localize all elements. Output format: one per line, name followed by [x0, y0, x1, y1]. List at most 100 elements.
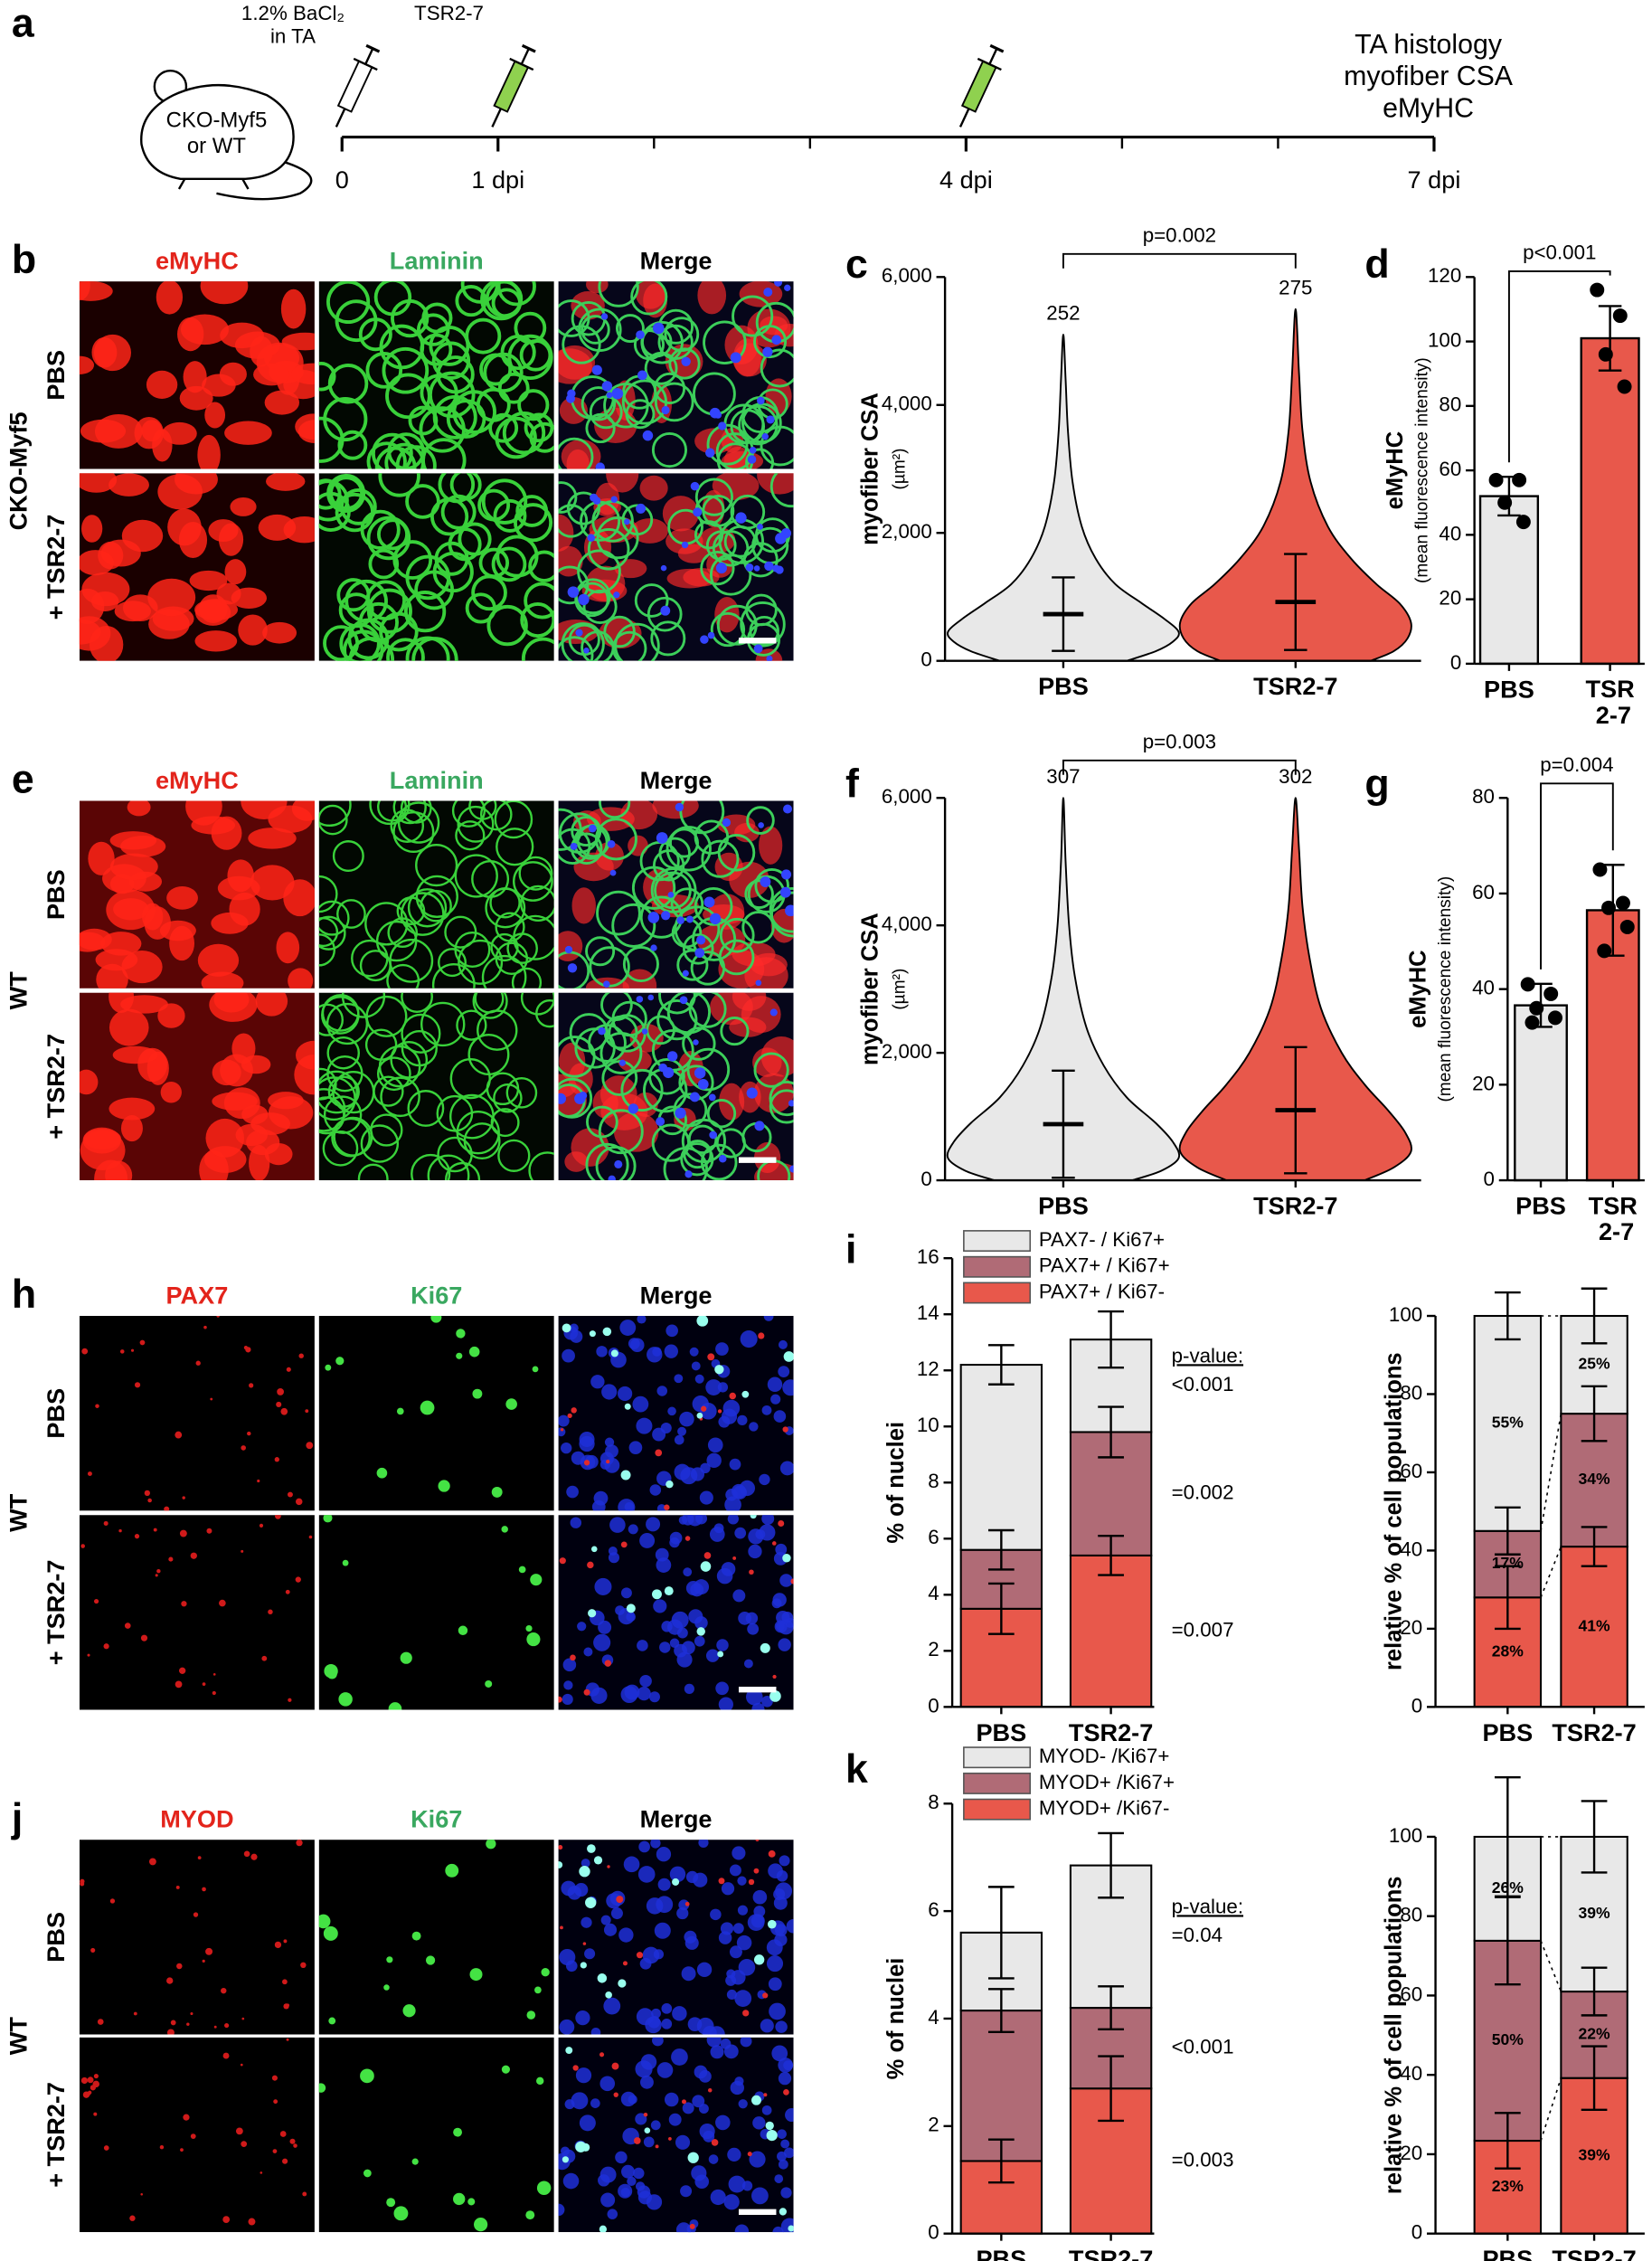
fiber — [622, 969, 657, 989]
cell — [771, 335, 782, 345]
fiber — [250, 865, 295, 901]
cell — [729, 1458, 741, 1471]
cell — [719, 1154, 727, 1163]
data-point — [1529, 1000, 1544, 1016]
cell — [249, 1383, 254, 1388]
x-tick-label: TSR2-7 — [1552, 1718, 1636, 1746]
cell — [383, 1984, 390, 1991]
lamina — [571, 816, 602, 847]
cell — [642, 430, 654, 441]
syringe-flange — [977, 57, 1002, 71]
cell — [376, 1467, 388, 1479]
row-label: PBS — [42, 869, 70, 920]
cell — [674, 1374, 684, 1384]
image-background — [558, 1316, 794, 1511]
lamina — [634, 583, 669, 618]
lamina — [456, 1111, 500, 1155]
cell — [535, 2077, 544, 2086]
micrograph — [558, 992, 794, 1181]
lamina — [535, 998, 554, 1028]
cell — [628, 1338, 640, 1350]
cell — [729, 1392, 736, 1400]
cell — [558, 1093, 567, 1104]
lamina — [493, 1083, 523, 1113]
cell — [615, 2151, 628, 2164]
lamina — [366, 516, 411, 561]
value-label: 39% — [1579, 1904, 1611, 1922]
cell — [729, 1945, 742, 1959]
cell — [677, 1426, 687, 1436]
cell — [273, 2099, 278, 2105]
lamina — [365, 995, 408, 1037]
fiber — [212, 1092, 258, 1111]
cell — [593, 1490, 609, 1506]
cell — [675, 1107, 686, 1119]
cell — [689, 1092, 700, 1102]
value-label: 25% — [1579, 1355, 1611, 1373]
fiber — [250, 336, 273, 367]
cell — [572, 2065, 579, 2071]
y-tick-label: 0 — [1411, 1694, 1422, 1717]
cell — [469, 1968, 483, 1982]
cell — [772, 1674, 777, 1679]
cell — [197, 1856, 202, 1860]
cell — [583, 648, 590, 654]
value-label: 22% — [1579, 2025, 1611, 2043]
cell — [737, 1414, 748, 1426]
row-label: + TSR2-7 — [42, 515, 70, 620]
fiber — [109, 853, 158, 880]
cell — [690, 481, 700, 491]
cell — [664, 1344, 678, 1358]
micrograph — [79, 1515, 315, 1710]
cell — [183, 2114, 190, 2121]
cell — [642, 1946, 660, 1964]
cell — [636, 1952, 644, 1959]
fiber — [120, 1115, 143, 1142]
lamina — [587, 527, 630, 571]
cell — [774, 1620, 788, 1633]
cell — [755, 1840, 760, 1842]
lamina — [589, 946, 630, 988]
cell — [190, 2133, 196, 2140]
cell — [752, 1889, 768, 1905]
fiber — [606, 473, 639, 493]
cell — [324, 1664, 338, 1679]
cell — [747, 2152, 752, 2157]
cell — [282, 1979, 288, 1985]
cell — [598, 1620, 612, 1634]
fiber — [630, 518, 668, 544]
cell — [710, 1908, 722, 1921]
lamina — [749, 615, 779, 647]
lamina — [360, 509, 401, 550]
cell — [248, 2218, 256, 2226]
cell — [715, 1681, 729, 1696]
cell — [166, 1977, 174, 1984]
data-point — [1597, 943, 1612, 959]
cell — [202, 1682, 206, 1686]
value-label: 23% — [1492, 2177, 1525, 2195]
lamina — [318, 1003, 344, 1036]
lamina — [663, 1147, 708, 1181]
fiber — [197, 434, 221, 469]
cell — [180, 2148, 184, 2152]
cell — [687, 1515, 703, 1527]
fiber — [224, 421, 272, 445]
syringe-barrel — [493, 60, 530, 113]
cell — [575, 2067, 592, 2084]
cell — [632, 1395, 649, 1413]
cell — [782, 1554, 791, 1563]
p-value: <0.001 — [1172, 2036, 1234, 2058]
y-tick-label: 0 — [1411, 2221, 1422, 2244]
cell — [453, 2127, 462, 2137]
cell — [732, 1556, 737, 1560]
cell — [669, 1638, 680, 1649]
cell — [766, 655, 773, 661]
fiber — [146, 370, 178, 399]
cell — [687, 2152, 699, 2163]
syringe-cap — [989, 43, 1005, 53]
cell — [166, 2029, 175, 2035]
column-header: Merge — [640, 1281, 713, 1309]
lamina — [427, 1154, 470, 1181]
y-tick-label: 0 — [1450, 651, 1461, 674]
cell — [643, 2112, 648, 2117]
